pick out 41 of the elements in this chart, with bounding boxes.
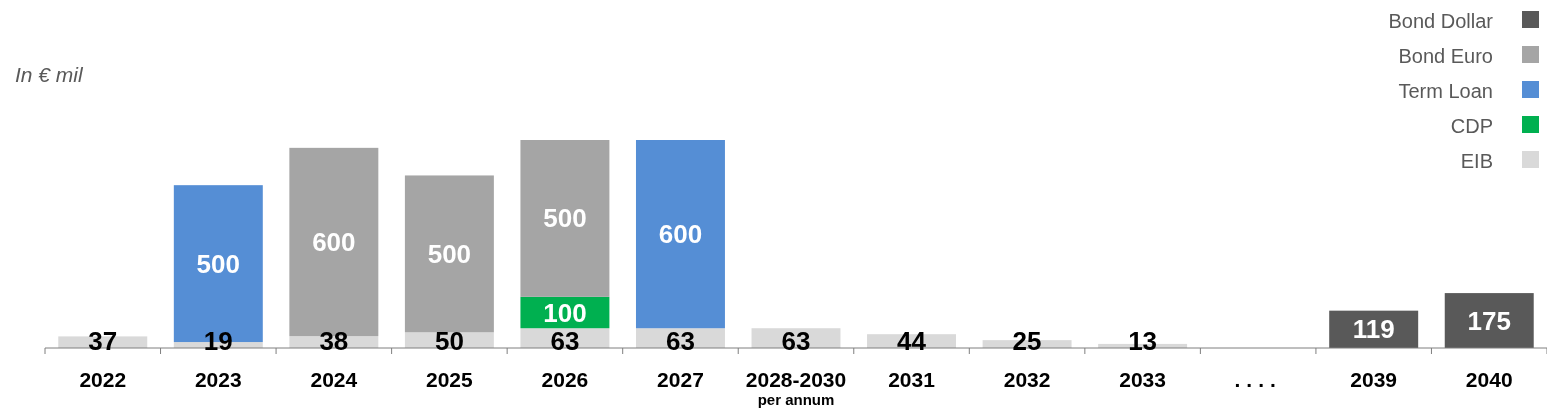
y-axis-title: In € mil [15, 63, 85, 86]
x-tick-label: 2023 [194, 368, 242, 391]
bar [635, 140, 725, 329]
data-label: 63 [781, 326, 811, 356]
legend-label: Term Loan [1398, 80, 1493, 102]
data-label: 25 [1012, 326, 1042, 356]
data-label: 38 [319, 326, 349, 356]
data-label: 100 [543, 297, 587, 328]
x-tick-label: 2022 [79, 368, 127, 391]
x-tick-label: 2024 [310, 368, 358, 391]
x-tick-label: 2025 [426, 368, 474, 391]
x-tick-label: 2027 [657, 368, 704, 391]
data-label: 19 [203, 326, 233, 356]
data-label: 37 [88, 326, 118, 356]
data-label: 119 [1352, 314, 1395, 345]
data-label: 600 [312, 226, 356, 257]
x-tick-label: 2028-2030 per annum [745, 368, 847, 408]
data-label: 500 [543, 203, 587, 234]
x-tick-label: 2031 [888, 368, 936, 391]
data-label: 63 [666, 326, 695, 356]
x-tick-label: 2040 [1465, 368, 1513, 391]
x-tick-label: 2039 [1350, 368, 1398, 391]
data-label: 13 [1128, 326, 1158, 356]
legend-label: EIB [1460, 150, 1493, 172]
data-label: 50 [434, 326, 464, 356]
bar [1444, 293, 1534, 348]
x-tick-label: 2026 [541, 368, 589, 391]
x-tick-label: 2032 [1003, 368, 1051, 391]
legend-label: CDP [1450, 115, 1493, 137]
data-label: 600 [658, 219, 703, 250]
data-label: 44 [897, 326, 927, 356]
x-tick-label: 2033 [1119, 368, 1166, 391]
bar [404, 175, 494, 333]
legend-label: Bond Euro [1398, 45, 1493, 67]
data-label: 500 [427, 238, 472, 269]
x-tick-label: .... [1234, 368, 1282, 391]
data-label: 175 [1467, 305, 1511, 336]
legend-label: Bond Dollar [1388, 10, 1494, 32]
data-label: 500 [196, 248, 240, 279]
data-label: 63 [550, 326, 580, 356]
bar [520, 140, 610, 297]
